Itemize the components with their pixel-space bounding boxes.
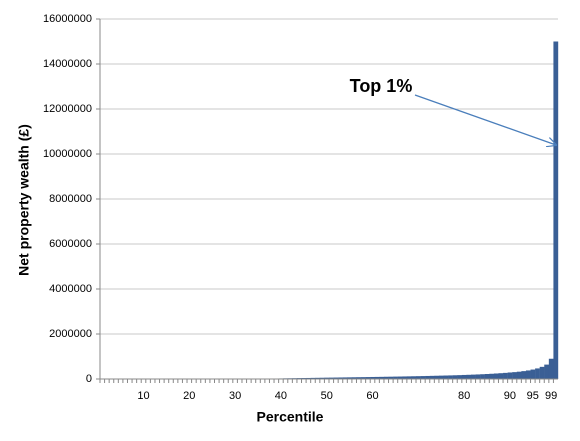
bar xyxy=(434,375,440,379)
bar xyxy=(512,372,517,379)
bar xyxy=(319,377,325,379)
bar xyxy=(420,376,426,379)
y-tick-label: 14000000 xyxy=(43,58,92,70)
bar xyxy=(452,375,458,379)
bar xyxy=(306,377,311,379)
bar xyxy=(333,377,339,379)
bar xyxy=(338,377,343,379)
bar xyxy=(351,377,357,379)
bar xyxy=(425,375,430,379)
bar xyxy=(429,375,435,379)
bar xyxy=(374,376,380,379)
bar xyxy=(388,376,394,379)
bar xyxy=(507,372,513,379)
bar xyxy=(498,373,504,379)
bar xyxy=(548,358,554,379)
bar xyxy=(535,368,540,379)
bar xyxy=(525,370,531,379)
bar xyxy=(411,376,417,379)
bar xyxy=(530,369,536,379)
bar xyxy=(484,374,490,379)
bar xyxy=(553,41,559,379)
bar xyxy=(416,376,421,379)
bar xyxy=(342,377,348,379)
bar xyxy=(370,376,375,379)
bar xyxy=(493,373,499,379)
bar xyxy=(466,374,472,379)
y-tick-label: 0 xyxy=(86,373,92,385)
bar xyxy=(383,376,389,379)
x-tick-label: 90 xyxy=(504,390,516,402)
bar xyxy=(315,377,321,379)
y-tick-label: 6000000 xyxy=(49,238,92,250)
bar xyxy=(461,374,467,379)
y-axis-title: Net property wealth (£) xyxy=(16,124,32,276)
bar xyxy=(310,377,316,379)
x-tick-label: 20 xyxy=(183,390,195,402)
y-tick-label: 2000000 xyxy=(49,328,92,340)
x-tick-label: 10 xyxy=(137,390,149,402)
y-tick-label: 8000000 xyxy=(49,193,92,205)
x-tick-label: 95 xyxy=(527,390,539,402)
bar xyxy=(329,377,334,379)
bar xyxy=(324,377,330,379)
bar xyxy=(393,376,398,379)
y-tick-label: 10000000 xyxy=(43,148,92,160)
bar xyxy=(544,364,550,379)
bar xyxy=(475,374,481,379)
bar xyxy=(480,374,485,379)
bar xyxy=(521,371,527,379)
bar xyxy=(438,375,444,379)
x-tick-label: 40 xyxy=(275,390,287,402)
y-tick-label: 4000000 xyxy=(49,283,92,295)
bar xyxy=(406,376,412,379)
bar xyxy=(365,377,371,379)
plot-area: 0 2000000 4000000 6000000 8000000 10000000 120… xyxy=(43,13,559,402)
bar xyxy=(356,377,362,379)
bar xyxy=(470,374,476,379)
bar xyxy=(503,372,508,379)
bar xyxy=(397,376,403,379)
bar xyxy=(379,376,385,379)
x-tick-label: 50 xyxy=(321,390,333,402)
bar xyxy=(489,373,495,379)
bar xyxy=(516,371,522,379)
bar xyxy=(539,366,545,379)
bar xyxy=(402,376,408,379)
bar xyxy=(361,377,366,379)
bar xyxy=(448,375,453,379)
y-tick-label: 16000000 xyxy=(43,13,92,25)
x-tick-label: 30 xyxy=(229,390,241,402)
annotation-arrow xyxy=(414,94,556,145)
x-tick-label: 80 xyxy=(458,390,470,402)
annotation: Top 1% xyxy=(350,76,413,96)
bar xyxy=(457,375,463,379)
bar xyxy=(443,375,449,379)
y-tick-label: 12000000 xyxy=(43,103,92,115)
bar xyxy=(347,377,353,379)
x-tick-label: 60 xyxy=(366,390,378,402)
x-axis-title: Percentile xyxy=(257,409,324,425)
x-tick-label: 99 xyxy=(545,390,557,402)
